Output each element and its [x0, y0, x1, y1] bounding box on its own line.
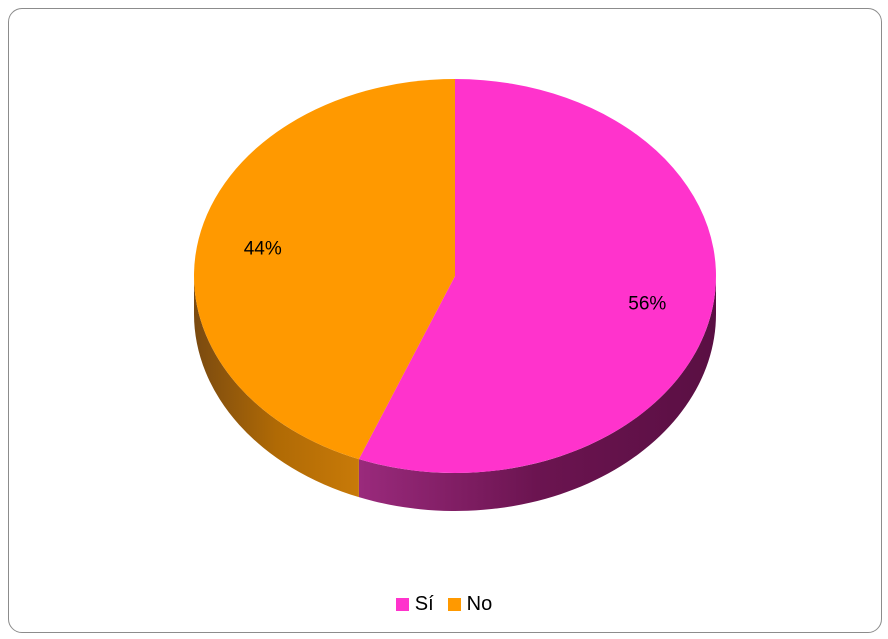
pie-side-si [358, 276, 716, 511]
pie-labels: 56% 44% [244, 238, 667, 314]
pie-slice-no [193, 79, 455, 460]
data-label-si: 56% [628, 294, 666, 315]
pie-slice-si [358, 79, 716, 473]
data-label-no: 44% [244, 238, 282, 259]
legend-label-si: Sí [414, 593, 434, 615]
legend-swatch-no [447, 598, 461, 611]
legend: Sí No [0, 593, 888, 616]
pie-sides [194, 276, 716, 511]
pie-side-no [194, 276, 359, 498]
legend-label-no: No [466, 593, 493, 615]
legend-swatch-si [395, 598, 409, 611]
legend-entry-si: Sí [395, 593, 434, 616]
pie-tops [193, 79, 716, 473]
legend-entry-no: No [447, 593, 493, 616]
